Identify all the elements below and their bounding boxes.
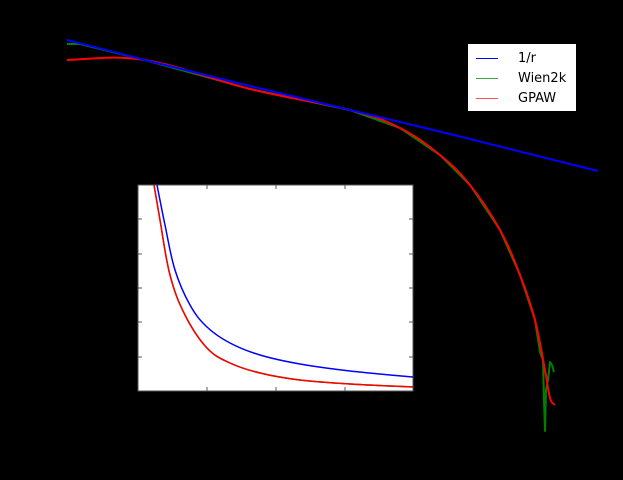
legend-label: GPAW bbox=[518, 90, 557, 106]
legend-item-gpaw: GPAW bbox=[476, 88, 556, 108]
legend-item-wien2k: Wien2k bbox=[476, 68, 566, 88]
legend-swatch-green bbox=[476, 77, 498, 79]
inset-ticks bbox=[138, 185, 413, 391]
legend-item-1-r: 1/r bbox=[476, 48, 536, 68]
inset-lines bbox=[153, 185, 413, 388]
legend-swatch-red bbox=[476, 97, 498, 99]
legend: 1/r Wien2k GPAW bbox=[467, 43, 577, 112]
series-line-1-r bbox=[66, 39, 599, 172]
series-line-gpaw bbox=[153, 185, 413, 388]
legend-label: 1/r bbox=[518, 50, 536, 66]
inset-axes-frame bbox=[137, 184, 414, 392]
legend-swatch-blue bbox=[476, 57, 498, 59]
legend-label: Wien2k bbox=[518, 70, 567, 86]
inset-plot bbox=[137, 184, 414, 392]
series-line-1-r bbox=[156, 185, 413, 378]
main-plot bbox=[66, 39, 599, 432]
series-line-gpaw bbox=[66, 56, 556, 406]
